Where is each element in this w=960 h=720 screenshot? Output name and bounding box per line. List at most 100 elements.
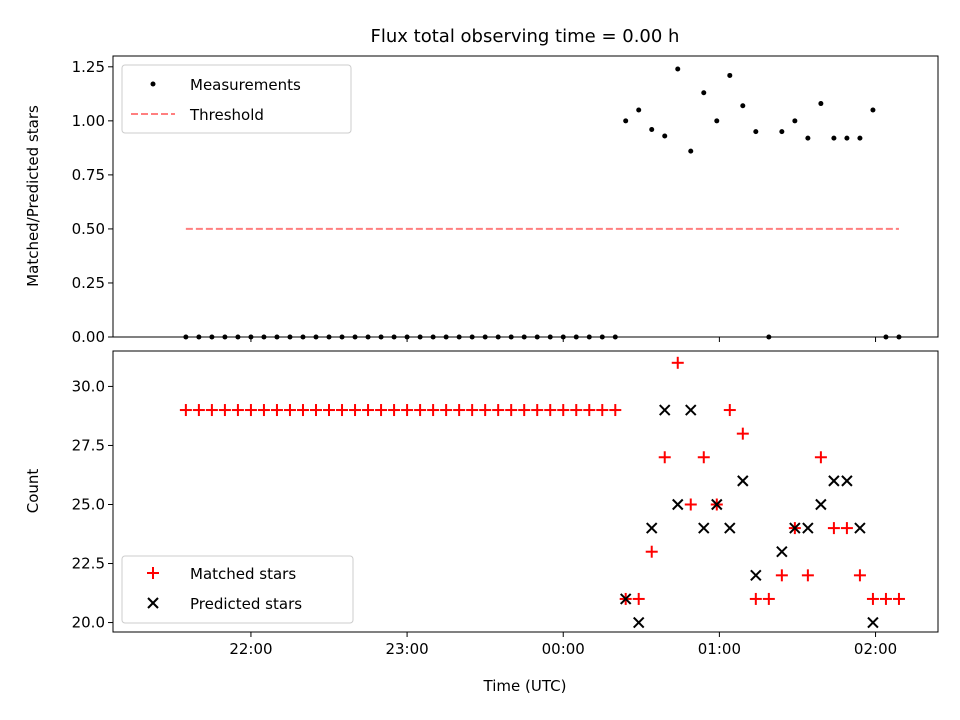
- matched-stars-point: [349, 404, 362, 417]
- matched-stars-point: [853, 569, 866, 582]
- matched-legend-label: Matched stars: [190, 565, 296, 583]
- counts-panel: 20.0 22.5 25.0 27.5 30.0 22:00 23:00 00:00 01:00…: [24, 350, 939, 695]
- measurements-point: [714, 118, 720, 124]
- matched-stars-point: [775, 569, 788, 582]
- counts-plot-area: 20.0 22.5 25.0 27.5 30.0 22:00 23:00 00:00 01:00…: [72, 356, 905, 658]
- measurements-legend-box: [121, 64, 352, 134]
- predicted-stars-point: [672, 498, 684, 511]
- matched-stars-point: [814, 451, 827, 464]
- matched-stars-point: [762, 592, 775, 605]
- matched-stars-point: [388, 404, 401, 417]
- predicted-stars-point: [750, 569, 762, 582]
- measurements-legend-marker: [150, 81, 156, 87]
- predicted-stars-point: [815, 498, 827, 511]
- matched-stars-point: [283, 404, 296, 417]
- predicted-stars-point: [737, 475, 749, 487]
- measurements-panel: 0.00 0.25 0.50 0.75 1.00 1.25 Matched/Predict…: [24, 55, 939, 346]
- matched-stars-point: [192, 404, 205, 417]
- measurements-point: [753, 129, 759, 135]
- matched-stars-point: [375, 404, 388, 417]
- counts-legend: Matched stars Predicted stars: [121, 555, 354, 624]
- measurements-y-tick-label: 0.50: [72, 220, 105, 238]
- measurements-point: [870, 107, 876, 113]
- measurements-point: [844, 135, 850, 141]
- measurements-y-axis-label: Matched/Predicted stars: [24, 105, 42, 287]
- measurements-point: [649, 126, 655, 132]
- predicted-legend-label: Predicted stars: [190, 595, 302, 613]
- matched-stars-point: [749, 592, 762, 605]
- measurements-point: [805, 135, 811, 141]
- matched-stars-point: [531, 404, 544, 417]
- measurements-point: [727, 72, 733, 78]
- matched-stars-point: [723, 404, 736, 417]
- matched-stars-point: [296, 404, 309, 417]
- matched-stars-point: [179, 404, 192, 417]
- measurements-point: [831, 135, 837, 141]
- matched-stars-point: [801, 569, 814, 582]
- matched-stars-point: [879, 592, 892, 605]
- measurements-plot-frame: [112, 55, 939, 338]
- measurements-point: [792, 118, 798, 124]
- measurements-point: [623, 118, 629, 124]
- matched-stars-point: [427, 404, 440, 417]
- matched-stars-point: [684, 498, 697, 511]
- measurements-point: [818, 101, 824, 107]
- measurements-y-tick-label: 0.25: [72, 274, 105, 292]
- matched-stars-point: [827, 522, 840, 535]
- measurements-point: [675, 66, 681, 72]
- matched-stars-point: [596, 404, 609, 417]
- matched-stars-point: [583, 404, 596, 417]
- measurements-y-tick-label: 0.75: [72, 166, 105, 184]
- x-axis-label: Time (UTC): [483, 677, 567, 695]
- matched-stars-point: [557, 404, 570, 417]
- measurements-y-tick-label: 1.25: [72, 58, 105, 76]
- predicted-stars-point: [789, 522, 801, 534]
- matched-stars-point: [466, 404, 479, 417]
- x-tick-label: 00:00: [542, 640, 585, 658]
- matched-stars-point: [231, 404, 244, 417]
- predicted-stars-point: [659, 404, 671, 416]
- matched-stars-point: [453, 404, 466, 417]
- predicted-stars-point: [724, 522, 736, 534]
- measurements-point: [857, 135, 863, 141]
- measurements-legend-label: Measurements: [190, 76, 301, 94]
- predicted-stars-point: [646, 522, 658, 534]
- matched-stars-point: [736, 427, 749, 440]
- chart-title: Flux total observing time = 0.00 h: [371, 26, 680, 47]
- matched-stars-point: [645, 545, 658, 558]
- measurements-y-tick-label: 1.00: [72, 112, 105, 130]
- measurements-point: [779, 129, 785, 135]
- matched-stars-point: [518, 404, 531, 417]
- matched-stars-point: [866, 592, 879, 605]
- predicted-stars-point: [619, 593, 632, 605]
- measurements-legend: Measurements Threshold: [121, 64, 352, 134]
- matched-stars-point: [323, 404, 336, 417]
- counts-y-tick-label: 27.5: [72, 436, 105, 454]
- matched-stars-point: [244, 404, 257, 417]
- predicted-stars-point: [854, 522, 866, 534]
- counts-y-tick-label: 22.5: [72, 555, 105, 573]
- x-tick-label: 23:00: [385, 640, 428, 658]
- counts-y-tick-label: 30.0: [72, 377, 105, 395]
- x-tick-label: 22:00: [229, 640, 272, 658]
- matched-stars-point: [671, 356, 684, 369]
- x-tick-label: 01:00: [698, 640, 741, 658]
- predicted-stars-point: [867, 616, 879, 629]
- matched-stars-point: [697, 451, 710, 464]
- matched-stars-point: [658, 451, 671, 464]
- counts-legend-box: [121, 555, 354, 624]
- matched-stars-point: [840, 522, 853, 535]
- measurements-plot-area: 0.00 0.25 0.50 0.75 1.00 1.25: [72, 58, 902, 346]
- measurements-point: [701, 90, 707, 96]
- matched-stars-point: [892, 592, 905, 605]
- matched-stars-point: [205, 404, 218, 417]
- matched-stars-point: [492, 404, 505, 417]
- predicted-legend-marker: [147, 597, 159, 609]
- measurements-point: [662, 133, 668, 139]
- counts-y-tick-label: 20.0: [72, 614, 105, 632]
- matched-stars-point: [505, 404, 518, 417]
- counts-plot-frame: [112, 350, 939, 633]
- matched-stars-point: [440, 404, 453, 417]
- predicted-stars-point: [828, 475, 840, 487]
- matched-stars-point: [570, 404, 583, 417]
